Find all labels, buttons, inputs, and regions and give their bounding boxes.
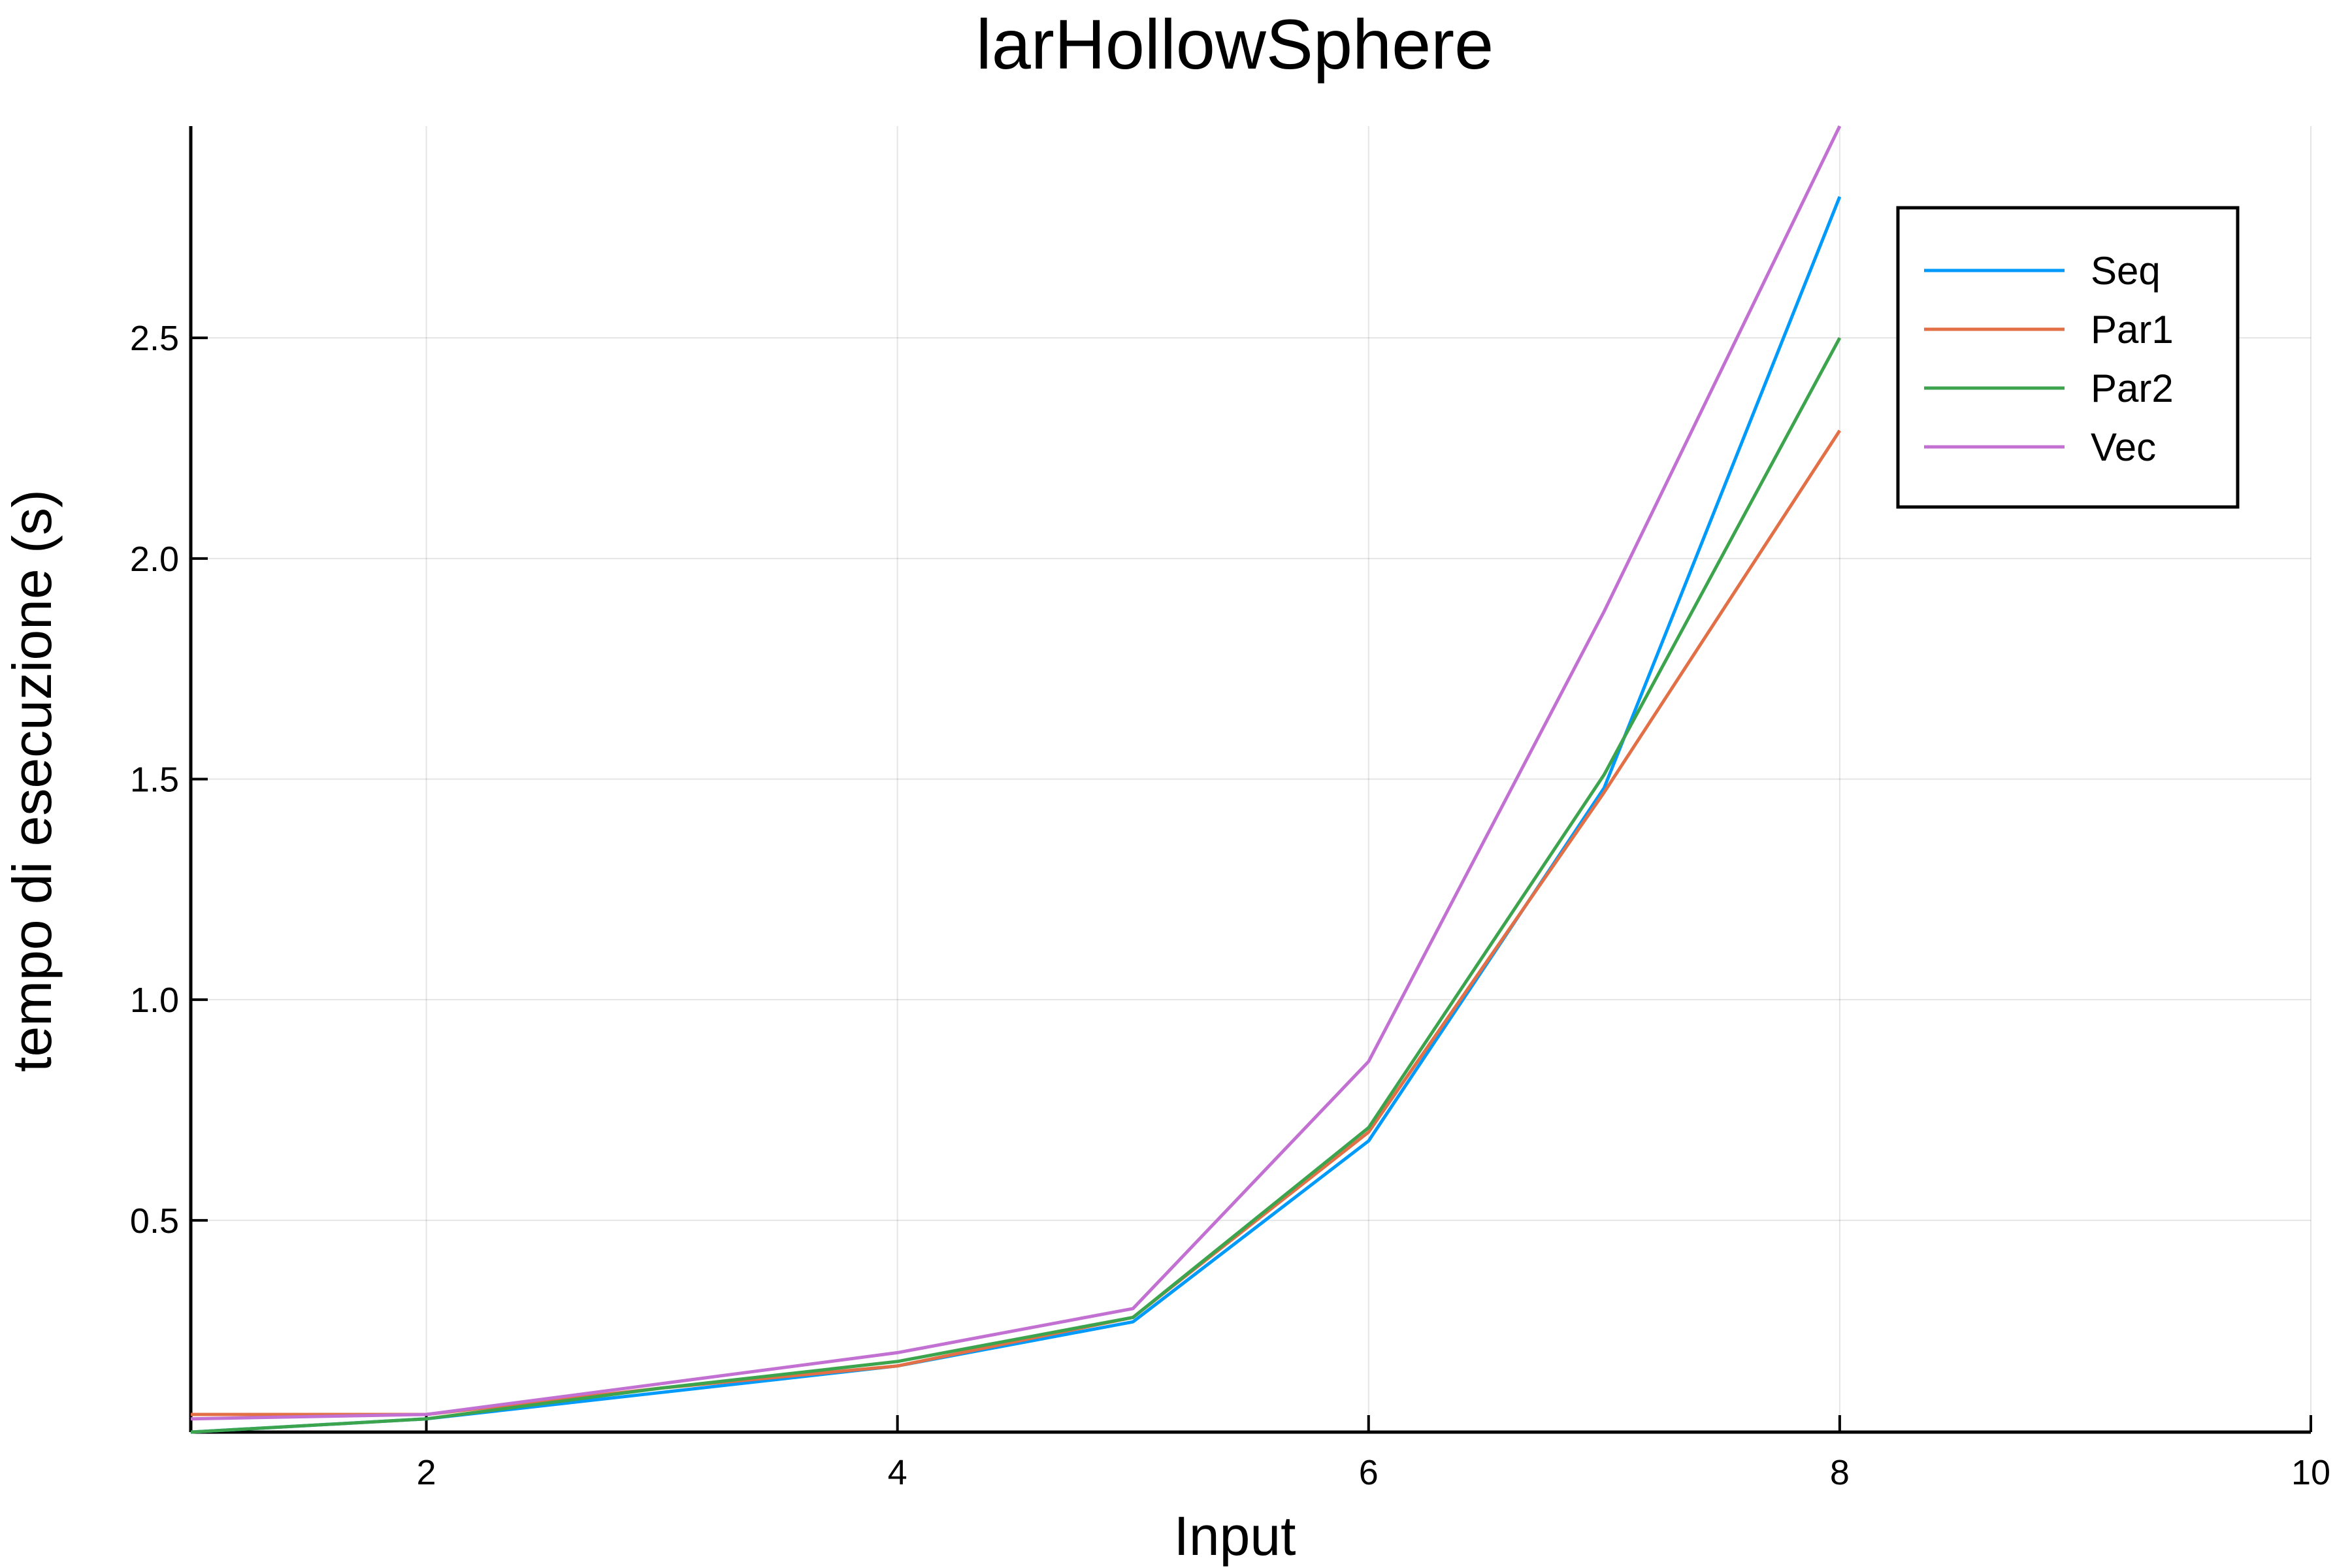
- y-tick-label: 2.5: [130, 319, 179, 358]
- legend-label: Par2: [2091, 367, 2174, 410]
- x-tick-label: 4: [888, 1453, 907, 1492]
- x-axis-title: Input: [1174, 1505, 1296, 1567]
- y-tick-label: 2.0: [130, 540, 179, 579]
- ticks: 2 4 6 8 10 0.5 1.0 1.5 2.0 2.5: [130, 319, 2330, 1492]
- series-line-par2: [190, 337, 1842, 1434]
- series-lines: [190, 125, 1842, 1434]
- series-line-vec: [190, 125, 1842, 1421]
- y-tick-label: 0.5: [130, 1201, 179, 1241]
- legend-label: Seq: [2091, 249, 2161, 293]
- x-tick-label: 6: [1359, 1453, 1379, 1492]
- chart-title: larHollowSphere: [976, 5, 1494, 84]
- legend: Seq Par1 Par2 Vec: [1896, 206, 2240, 509]
- x-tick-label: 10: [2291, 1453, 2330, 1492]
- x-tick-label: 8: [1830, 1453, 1850, 1492]
- y-tick-label: 1.0: [130, 981, 179, 1020]
- y-tick-label: 1.5: [130, 760, 179, 800]
- x-tick-label: 2: [417, 1453, 436, 1492]
- legend-label: Vec: [2091, 425, 2156, 469]
- legend-label: Par1: [2091, 308, 2174, 351]
- legend-box: [1896, 206, 2240, 509]
- y-axis-title: tempo di esecuzione (s): [1, 489, 63, 1072]
